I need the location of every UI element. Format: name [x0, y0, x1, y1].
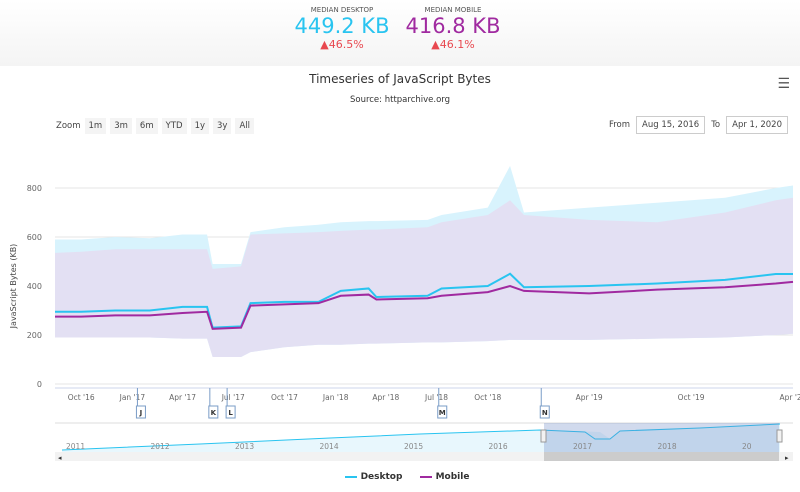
- zoom-1m-button[interactable]: 1m: [84, 118, 107, 134]
- y-tick-label: 200: [27, 331, 42, 340]
- x-tick-label: Oct '16: [68, 393, 95, 402]
- flag-N: [539, 405, 550, 419]
- navigator-line: [61, 423, 781, 451]
- navigator-year-label: 2017: [573, 442, 592, 451]
- navigator-handle-right[interactable]: [776, 429, 783, 443]
- x-tick-label: Jul '18: [424, 393, 448, 402]
- legend-item-mobile[interactable]: Mobile: [406, 472, 470, 482]
- zoom-3y-button[interactable]: 3y: [213, 118, 232, 134]
- median-desktop-label: MEDIAN DESKTOP: [310, 6, 374, 14]
- flag-label: M: [439, 409, 446, 417]
- navigator-year-label: 2018: [658, 442, 677, 451]
- flag-label: L: [228, 409, 233, 417]
- navigator-handle-left[interactable]: [540, 429, 547, 443]
- navigator-year-label: 2012: [151, 442, 170, 451]
- x-tick-label: Jan '18: [322, 393, 349, 402]
- scrollbar-track[interactable]: [55, 452, 793, 461]
- flag-L: [225, 405, 236, 419]
- navigator-year-label: 2015: [404, 442, 423, 451]
- x-tick-label: Apr '17: [169, 393, 196, 402]
- mobile-band: [55, 197, 793, 358]
- navigator-selection: [544, 423, 779, 452]
- flag-label: N: [542, 409, 548, 417]
- timeseries-chart: 0 200 400 600 800 JavaScript Bytes (KB) Oct '1…: [9, 165, 800, 462]
- median-desktop-change: ▲46.5%: [320, 38, 364, 51]
- to-label: To: [711, 120, 721, 130]
- y-tick-label: 0: [37, 380, 42, 389]
- summary-header: MEDIAN DESKTOP 449.2 KB ▲46.5% MEDIAN MO…: [0, 0, 800, 66]
- desktop-swatch: [344, 475, 357, 478]
- flag-label: K: [211, 409, 217, 417]
- series-line-desktop: [55, 272, 793, 329]
- from-input[interactable]: Aug 15, 2016: [636, 116, 706, 134]
- hamburger-icon[interactable]: ☰: [777, 76, 790, 92]
- chart-subtitle: Source: httparchive.org: [349, 95, 451, 105]
- x-tick-label: Jan '17: [119, 393, 146, 402]
- zoom-label: Zoom: [56, 121, 81, 131]
- zoom-all-button[interactable]: All: [235, 118, 255, 134]
- y-tick-label: 800: [27, 184, 42, 193]
- median-mobile: MEDIAN MOBILE 416.8 KB ▲46.1%: [393, 6, 513, 51]
- navigator-year-label: 2016: [489, 442, 508, 451]
- x-tick-label: Jul '17: [221, 393, 245, 402]
- median-desktop-value: 449.2 KB: [294, 14, 390, 38]
- scrollbar-thumb[interactable]: [544, 452, 779, 461]
- legend-mobile-label: Mobile: [435, 472, 470, 482]
- x-tick-label: Oct '18: [474, 393, 501, 402]
- median-mobile-label: MEDIAN MOBILE: [424, 6, 482, 14]
- y-tick-label: 400: [27, 282, 42, 291]
- chart-title: Timeseries of JavaScript Bytes: [309, 72, 491, 86]
- x-tick-label: Oct '17: [271, 393, 298, 402]
- legend-item-desktop[interactable]: Desktop: [331, 472, 403, 482]
- mobile-swatch: [419, 475, 432, 478]
- zoom-controls: Zoom 1m 3m 6m YTD 1y 3y All: [56, 118, 255, 134]
- median-mobile-change: ▲46.1%: [431, 38, 475, 51]
- x-tick-label: Oct '19: [678, 393, 705, 402]
- navigator-year-label: 2014: [320, 442, 339, 451]
- median-desktop: MEDIAN DESKTOP 449.2 KB ▲46.5%: [282, 6, 402, 51]
- x-tick-label: Apr '19: [576, 393, 603, 402]
- median-mobile-value: 416.8 KB: [405, 14, 501, 38]
- from-label: From: [608, 120, 631, 130]
- y-tick-label: 600: [27, 233, 42, 242]
- y-axis-label: JavaScript Bytes (KB): [9, 244, 18, 330]
- navigator-year-label: 20: [742, 442, 752, 451]
- scroll-right-arrow-icon[interactable]: ▸: [785, 454, 789, 462]
- zoom-6m-button[interactable]: 6m: [135, 118, 158, 134]
- series-line-mobile: [55, 280, 794, 330]
- x-tick-label: Apr '20: [780, 393, 800, 402]
- zoom-ytd-button[interactable]: YTD: [161, 118, 187, 134]
- navigator-area: [62, 424, 780, 452]
- flag-M: [437, 405, 448, 419]
- to-input[interactable]: Apr 1, 2020: [726, 116, 788, 134]
- zoom-1y-button[interactable]: 1y: [190, 118, 210, 134]
- zoom-3m-button[interactable]: 3m: [110, 118, 132, 134]
- legend-desktop-label: Desktop: [360, 472, 403, 482]
- legend: Desktop Mobile: [0, 472, 800, 482]
- navigator-year-label: 2013: [235, 442, 254, 451]
- navigator-year-label: 2011: [66, 442, 85, 451]
- flag-K: [208, 405, 219, 419]
- flag-label: J: [139, 409, 143, 417]
- scroll-left-arrow-icon[interactable]: ◂: [58, 454, 62, 462]
- x-tick-label: Apr '18: [372, 393, 399, 402]
- date-range: From Aug 15, 2016 To Apr 1, 2020: [609, 116, 788, 134]
- flag-J: [135, 405, 146, 419]
